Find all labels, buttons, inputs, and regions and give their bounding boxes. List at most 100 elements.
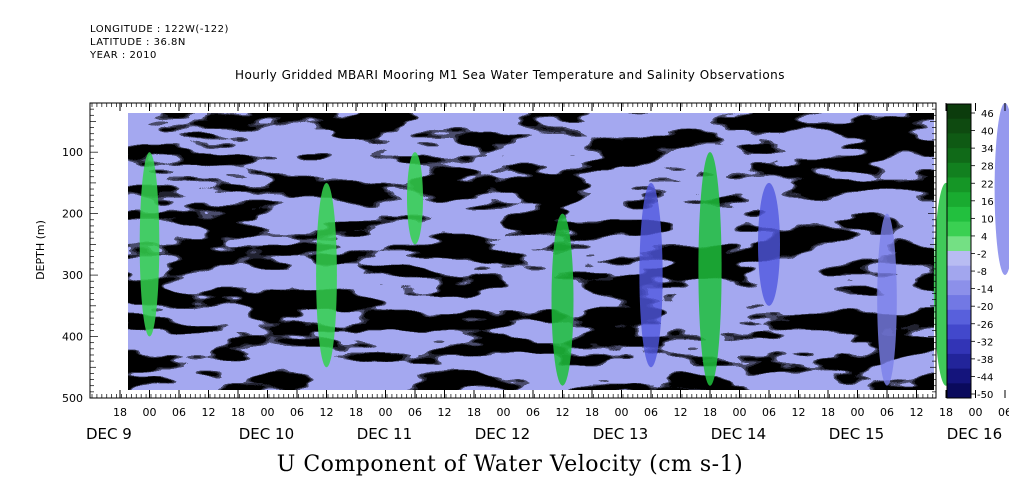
hour-tick-label: 00 (851, 406, 865, 419)
axes: 18 00 06 12 18 00 06 12 18 00 06 12 18 00 06 12 18 00 06 12… (34, 102, 1009, 443)
colorbar-swatch (947, 104, 971, 120)
colorbar-label: -26 (977, 320, 993, 331)
hour-tick-label: 12 (202, 406, 216, 419)
hour-tick-label: 06 (526, 406, 540, 419)
velocity-band-5 (698, 152, 722, 386)
colorbar-label: -32 (977, 337, 993, 348)
hour-tick-label: 00 (733, 406, 747, 419)
colorbar-label: 4 (981, 232, 987, 243)
hour-tick-label: 18 (467, 406, 481, 419)
colorbar-label: 40 (981, 127, 994, 138)
colorbar-swatch (947, 192, 971, 208)
colorbar-swatch (947, 309, 971, 325)
y-tick-label: 200 (62, 208, 83, 221)
velocity-band-9 (994, 103, 1009, 276)
colorbar-swatch (947, 236, 971, 252)
hour-tick-label: 00 (379, 406, 393, 419)
colorbar-swatch (947, 177, 971, 193)
chart-title: Hourly Gridded MBARI Mooring M1 Sea Wate… (234, 68, 786, 82)
day-label: DEC 12 (475, 425, 530, 443)
velocity-band-6 (758, 182, 780, 306)
hour-tick-label: 18 (113, 406, 127, 419)
hour-tick-label: 12 (438, 406, 452, 419)
colorbar-label: 16 (981, 197, 994, 208)
day-label: DEC 10 (239, 425, 294, 443)
day-label: DEC 15 (829, 425, 884, 443)
day-label: DEC 14 (711, 425, 766, 443)
hour-tick-label: 12 (556, 406, 570, 419)
hour-tick-label: 18 (939, 406, 953, 419)
hour-tick-label: 18 (821, 406, 835, 419)
colorbar-swatch (947, 383, 971, 399)
colorbar-swatch (947, 251, 971, 267)
colorbar-swatch (947, 368, 971, 384)
colorbar-swatch (947, 280, 971, 296)
hour-tick-label: 00 (615, 406, 629, 419)
hour-tick-label: 06 (880, 406, 894, 419)
colorbar-swatch (947, 295, 971, 311)
hour-tick-label: 00 (261, 406, 275, 419)
velocity-band-0 (139, 152, 160, 337)
velocity-band-7 (877, 213, 897, 386)
colorbar-swatch (947, 324, 971, 340)
colorbar-label: 46 (981, 109, 994, 120)
x-axis-title: U Component of Water Velocity (cm s-1) (276, 452, 744, 477)
colorbar-frame (946, 103, 972, 399)
colorbar-swatch (947, 265, 971, 281)
colorbar-label: -50 (977, 390, 993, 401)
hour-tick-label: 06 (762, 406, 776, 419)
y-axis-label: DEPTH (m) (34, 220, 47, 280)
colorbar-label: 22 (981, 179, 994, 190)
velocity-band-2 (407, 152, 423, 245)
colorbar-label: 34 (981, 144, 994, 155)
velocity-band-1 (316, 182, 337, 368)
colorbar-label: 10 (981, 214, 994, 225)
hour-tick-label: 06 (998, 406, 1009, 419)
hour-tick-label: 00 (497, 406, 511, 419)
heatmap-texture (128, 113, 934, 390)
colorbar-swatch (947, 221, 971, 237)
colorbar-swatch (947, 162, 971, 178)
hour-tick-label: 00 (969, 406, 983, 419)
hour-tick-label: 12 (320, 406, 334, 419)
colorbar-label: -8 (977, 267, 987, 278)
day-label: DEC 13 (593, 425, 648, 443)
colorbar-label: -44 (977, 372, 993, 383)
velocity-band-3 (551, 213, 574, 386)
hour-tick-label: 00 (143, 406, 157, 419)
colorbar-swatch (947, 148, 971, 164)
longitude-label: LONGITUDE : 122W(-122) (90, 24, 229, 35)
colorbar-label: -2 (977, 250, 987, 261)
hour-tick-label: 18 (703, 406, 717, 419)
latitude-label: LATITUDE : 36.8N (90, 37, 186, 48)
y-tick-label: 300 (62, 269, 83, 282)
hour-tick-label: 18 (231, 406, 245, 419)
colorbar-swatch (947, 118, 971, 134)
day-label: DEC 9 (86, 425, 132, 443)
colorbar-label: -20 (977, 302, 993, 313)
hour-tick-label: 06 (290, 406, 304, 419)
colorbar-swatch (947, 339, 971, 355)
y-tick-label: 100 (62, 146, 83, 159)
plot-area (128, 103, 1009, 390)
hour-tick-label: 12 (910, 406, 924, 419)
hour-tick-label: 18 (349, 406, 363, 419)
year-label: YEAR : 2010 (90, 50, 157, 61)
hour-tick-label: 18 (585, 406, 599, 419)
day-label: DEC 16 (947, 425, 1002, 443)
y-tick-label: 500 (62, 392, 83, 405)
colorbar-swatch (947, 353, 971, 370)
colorbar-swatch (947, 206, 971, 223)
hour-tick-label: 12 (792, 406, 806, 419)
hour-tick-label: 06 (408, 406, 422, 419)
hour-tick-label: 12 (674, 406, 688, 419)
colorbar-label: -38 (977, 355, 993, 366)
y-tick-label: 400 (62, 331, 83, 344)
hour-tick-label: 06 (644, 406, 658, 419)
hour-tick-label: 06 (172, 406, 186, 419)
velocity-band-4 (639, 182, 663, 368)
colorbar-label: -14 (977, 285, 993, 296)
colorbar-swatch (947, 133, 971, 149)
